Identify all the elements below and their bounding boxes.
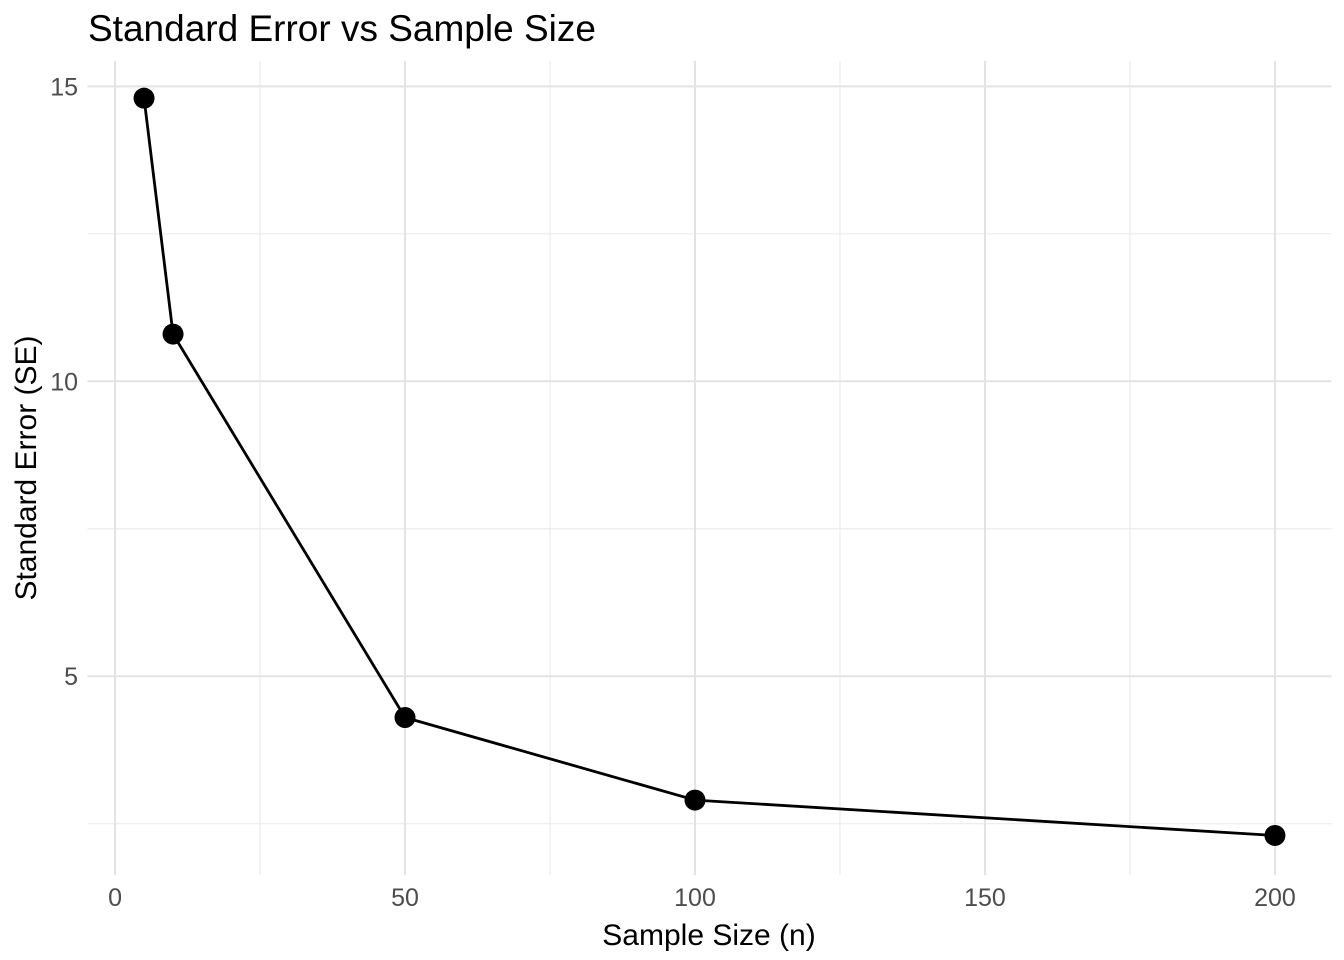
series-line: [142, 97, 1276, 837]
data-point: [1264, 824, 1286, 846]
data-point: [133, 87, 155, 109]
x-tick-label: 0: [108, 884, 122, 912]
x-tick-label: 50: [391, 884, 419, 912]
x-axis-title: Sample Size (n): [602, 919, 816, 952]
series-group: [133, 87, 1286, 846]
grid-major-group: [87, 61, 1332, 875]
y-tick-label: 15: [50, 73, 78, 101]
y-tick-label: 10: [50, 368, 78, 396]
x-tick-label: 150: [964, 884, 1006, 912]
data-point: [162, 323, 184, 345]
data-point: [394, 707, 416, 729]
data-point: [684, 789, 706, 811]
grid-minor-group: [87, 61, 1332, 875]
x-tick-label: 200: [1254, 884, 1296, 912]
plot-title: Standard Error vs Sample Size: [88, 8, 596, 49]
y-tick-label: 5: [64, 663, 78, 691]
x-tick-labels-group: 0 50 100 150 200: [108, 884, 1296, 912]
y-tick-labels-group: 5 10 15: [50, 73, 78, 691]
x-tick-label: 100: [674, 884, 716, 912]
